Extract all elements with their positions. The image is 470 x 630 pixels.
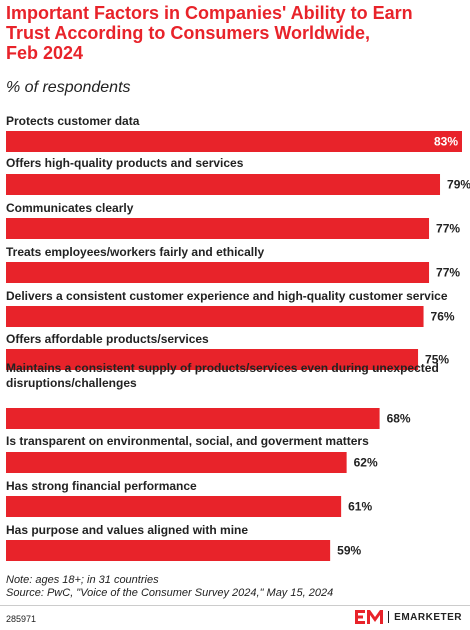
- category-label: Delivers a consistent customer experienc…: [6, 289, 448, 303]
- category-label: Is transparent on environmental, social,…: [6, 434, 369, 448]
- chart-subtitle: % of respondents: [6, 79, 131, 96]
- bar: [6, 408, 380, 429]
- value-label: 61%: [348, 500, 372, 514]
- category-label: Offers high-quality products and service…: [6, 156, 244, 170]
- value-label: 68%: [387, 412, 411, 426]
- bar: [6, 349, 419, 370]
- chart-title: Important Factors in Companies' Ability …: [6, 3, 413, 63]
- bar: [6, 218, 430, 239]
- footer-divider: [0, 605, 470, 606]
- category-label: Treats employees/workers fairly and ethi…: [6, 245, 264, 259]
- category-label: Has strong financial performance: [6, 479, 197, 493]
- value-label: 77%: [436, 222, 460, 236]
- category-label: Protects customer data: [6, 114, 140, 128]
- bar: [6, 131, 462, 152]
- chart-id: 285971: [6, 614, 37, 624]
- bar-chart: Protects customer data 83% Offers high-qua…: [6, 114, 470, 561]
- value-label: 83%: [434, 135, 458, 149]
- chart-note: Note: ages 18+; in 31 countries: [6, 574, 159, 586]
- value-label: 77%: [436, 266, 460, 280]
- bar: [6, 262, 430, 283]
- category-label: Has purpose and values aligned with mine: [6, 523, 248, 537]
- bar: [6, 306, 424, 327]
- category-label: Offers affordable products/services: [6, 332, 209, 346]
- value-label: 62%: [354, 456, 378, 470]
- brand-separator: [388, 611, 390, 623]
- chart-source: Source: PwC, "Voice of the Consumer Surv…: [6, 587, 334, 599]
- value-label: 75%: [425, 353, 449, 367]
- category-label: disruptions/challenges: [6, 376, 137, 390]
- brand-name: EMARKETER: [394, 611, 462, 623]
- bar: [6, 496, 342, 517]
- bar: [6, 540, 331, 561]
- value-label: 59%: [337, 544, 361, 558]
- category-label: Maintains a consistent supply of product…: [6, 361, 439, 375]
- category-label: Communicates clearly: [6, 201, 134, 215]
- brand: EMARKETER: [355, 609, 462, 625]
- value-label: 79%: [447, 178, 470, 192]
- emarketer-logo-icon: [355, 610, 384, 624]
- bar: [6, 452, 347, 473]
- value-label: 76%: [431, 310, 455, 324]
- bar: [6, 174, 441, 195]
